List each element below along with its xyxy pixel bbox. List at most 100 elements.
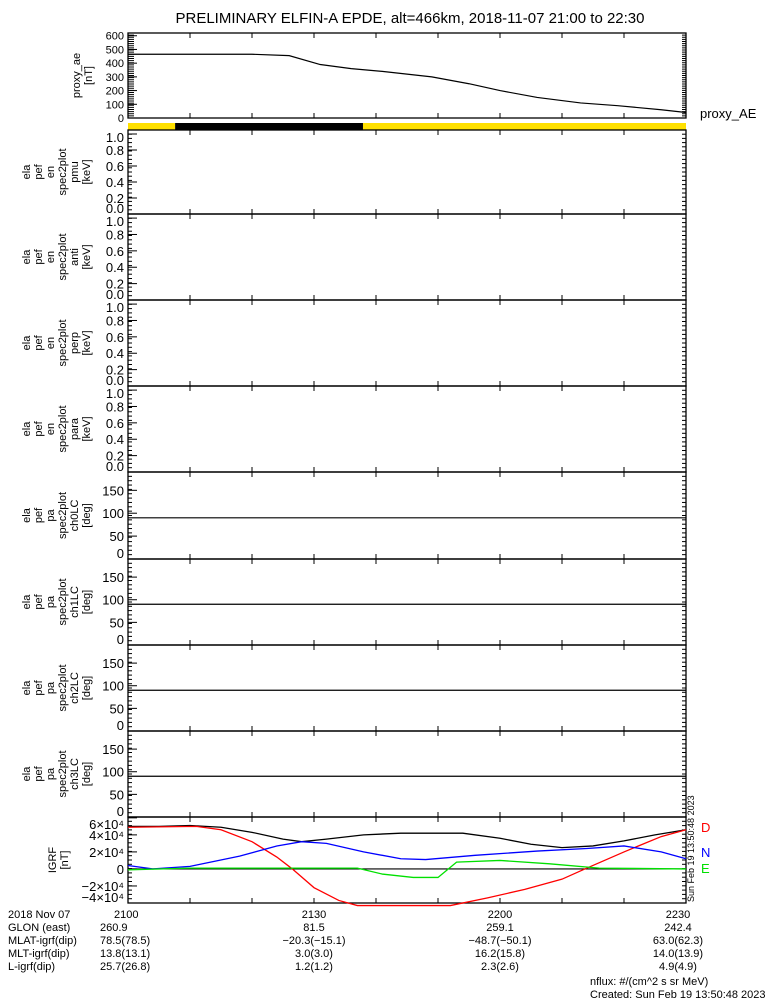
y-axis-label: pef: [33, 765, 45, 781]
y-axis-label: ela: [21, 594, 33, 610]
ephemeris-value: 2100: [114, 909, 138, 921]
ephemeris-value: 81.5: [303, 922, 324, 934]
y-tick-label: 0.8: [106, 313, 124, 328]
panel-pa-ch3LC: 0 50 100 150 ela pef pa spec2plot ch3LC [deg]: [21, 730, 687, 819]
y-axis-label: spec2plot: [57, 492, 69, 539]
y-axis-label: pa: [45, 509, 57, 522]
y-axis-label: ch2LC: [69, 672, 81, 704]
ephemeris-value: 13.8(13.1): [100, 948, 150, 960]
proxy-ae-line: [128, 53, 687, 114]
y-tick-label: 500: [106, 44, 124, 56]
y-axis-label: IGRF: [47, 847, 59, 874]
y-axis-label: pef: [33, 679, 45, 695]
y-axis-label: pef: [33, 163, 45, 179]
ephemeris-value: 3.0(3.0): [295, 948, 333, 960]
y-axis-label: spec2plot: [57, 405, 69, 452]
panel-pa-ch1LC: 0 50 100 150 ela pef pa spec2plot ch1LC [deg]: [21, 558, 687, 647]
ephemeris-value: 242.4: [664, 922, 692, 934]
igrf-D-line: [127, 825, 687, 907]
y-axis-label: [deg]: [81, 676, 93, 700]
y-tick-label: −4×10⁴: [82, 890, 124, 905]
y-tick-label: 0.0: [106, 201, 124, 216]
ephemeris-value: 260.9: [100, 922, 128, 934]
y-tick-label: 0: [118, 113, 124, 125]
y-axis-label: [keV]: [81, 159, 93, 184]
y-tick-label: 1.0: [106, 386, 124, 401]
y-axis-label: pef: [33, 420, 45, 436]
y-tick-label: 0.4: [106, 432, 124, 447]
y-tick-label: 200: [106, 86, 124, 98]
y-tick-label: 0.6: [106, 330, 124, 345]
y-tick-label: 2×10⁴: [89, 845, 124, 860]
y-axis-label: [keV]: [81, 244, 93, 269]
ephemeris-row-label: MLAT-igrf(dip): [8, 935, 77, 947]
y-tick-label: 0: [117, 632, 124, 647]
ephemeris-value: 4.9(4.9): [659, 961, 697, 973]
y-axis-label: ela: [21, 335, 33, 351]
y-axis-label: spec2plot: [57, 578, 69, 625]
y-axis-label: pmu: [69, 161, 81, 182]
ephemeris-row-label: GLON (east): [8, 922, 70, 934]
y-axis-label: spec2plot: [57, 750, 69, 797]
y-axis-label: en: [45, 423, 57, 435]
y-tick-label: 0.0: [106, 373, 124, 388]
y-axis-label: pef: [33, 593, 45, 609]
y-axis-label: ela: [21, 507, 33, 523]
y-axis-label: ela: [21, 164, 33, 180]
y-axis-label: pef: [33, 248, 45, 264]
created-note: Created: Sun Feb 19 13:50:48 2023: [590, 989, 766, 1000]
y-tick-label: 100: [102, 679, 124, 694]
ephemeris-value: 25.7(26.8): [100, 961, 150, 973]
y-tick-label: 6×10⁴: [89, 817, 124, 832]
y-tick-label: 150: [102, 570, 124, 585]
y-axis-label: pef: [33, 334, 45, 350]
panel-frame: [127, 32, 687, 119]
y-axis-label: ela: [21, 766, 33, 782]
y-tick-label: 300: [106, 72, 124, 84]
panel-frame: [127, 299, 687, 387]
y-tick-label: 0: [117, 804, 124, 819]
ephemeris-value: −48.7(−50.1): [469, 935, 532, 947]
panel-frame: [127, 644, 687, 732]
y-tick-label: 0.2: [106, 191, 124, 206]
panel-frame: [127, 385, 687, 473]
ephemeris-value: 16.2(15.8): [475, 948, 525, 960]
igrf-total-line: [128, 824, 687, 849]
panel-pa-ch0LC: 0 50 100 150 ela pef pa spec2plot ch0LC [deg]: [21, 471, 687, 561]
y-axis-label: [deg]: [81, 503, 93, 527]
y-axis-label: ela: [21, 421, 33, 437]
y-tick-label: 1.0: [106, 300, 124, 315]
y-axis-label: [keV]: [81, 416, 93, 441]
y-axis-label: en: [45, 337, 57, 349]
y-tick-label: 0.2: [106, 363, 124, 378]
y-tick-label: 0: [117, 718, 124, 733]
ephemeris-value: 63.0(62.3): [653, 935, 703, 947]
y-axis-label: pa: [45, 595, 57, 608]
y-tick-label: 0.2: [106, 277, 124, 292]
bar-segment: [128, 123, 176, 130]
panel-frame: [127, 558, 687, 646]
ephemeris-value: 2200: [488, 909, 512, 921]
y-tick-label: −2×10⁴: [82, 879, 124, 894]
y-axis-label: ch0LC: [69, 500, 81, 532]
y-tick-label: 1.0: [106, 214, 124, 229]
y-tick-label: 1.0: [106, 130, 124, 145]
y-tick-label: 0.8: [106, 143, 124, 158]
y-tick-label: 100: [102, 765, 124, 780]
y-tick-label: 100: [106, 99, 124, 111]
side-stamp: Sun Feb 19 13:50:48 2023: [686, 795, 696, 902]
y-tick-label: 0.6: [106, 159, 124, 174]
ephemeris-row-label: MLT-igrf(dip): [8, 948, 70, 960]
y-axis-label: [nT]: [59, 851, 71, 870]
y-axis-label: ch3LC: [69, 758, 81, 790]
panel-frame: [127, 471, 687, 560]
y-axis-label: spec2plot: [57, 319, 69, 366]
y-axis-label: ela: [21, 249, 33, 265]
y-tick-label: 0.8: [106, 227, 124, 242]
y-axis-label: spec2plot: [57, 664, 69, 711]
y-tick-label: 0.0: [106, 459, 124, 474]
panel-frame: [127, 129, 687, 215]
ephemeris-value: 259.1: [486, 922, 514, 934]
y-tick-label: 50: [110, 787, 124, 802]
